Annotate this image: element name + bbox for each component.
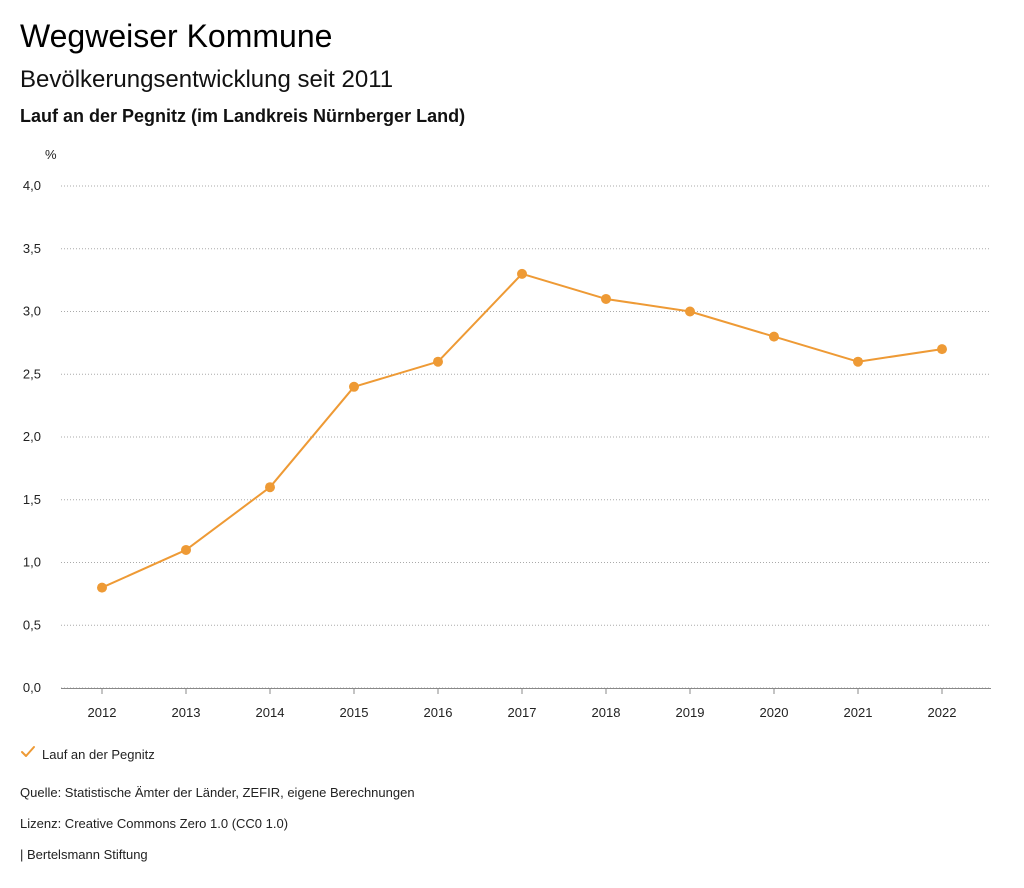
publisher-note: | Bertelsmann Stiftung bbox=[20, 847, 148, 862]
series-lauf-an-der-pegnitz bbox=[97, 268, 947, 593]
chart-title: Wegweiser Kommune bbox=[20, 18, 333, 54]
data-point[interactable] bbox=[601, 293, 611, 304]
series-line bbox=[101, 272, 943, 589]
y-tick-label: 2,5 bbox=[23, 366, 41, 381]
x-tick-label: 2016 bbox=[424, 705, 453, 720]
data-point[interactable] bbox=[853, 356, 863, 367]
y-tick-label: 4,0 bbox=[23, 178, 41, 193]
x-tick-label: 2022 bbox=[928, 705, 957, 720]
x-tick-label: 2013 bbox=[172, 705, 201, 720]
y-tick-label: 1,5 bbox=[23, 492, 41, 507]
region-title: Lauf an der Pegnitz (im Landkreis Nürnbe… bbox=[20, 106, 466, 126]
data-point[interactable] bbox=[937, 344, 947, 355]
license-note: Lizenz: Creative Commons Zero 1.0 (CC0 1… bbox=[20, 816, 289, 831]
data-point[interactable] bbox=[265, 482, 275, 493]
x-tick-label: 2012 bbox=[88, 705, 117, 720]
legend[interactable]: Lauf an der Pegnitz bbox=[20, 744, 155, 764]
y-axis-unit-label: % bbox=[45, 147, 57, 162]
data-point[interactable] bbox=[97, 582, 107, 593]
grid-lines bbox=[61, 185, 991, 689]
x-axis: 2012 2013 2014 2015 2016 2017 2018 2019 2020 2021… bbox=[61, 688, 991, 720]
y-axis-tick-labels: 0,0 0,5 1,0 1,5 2,0 2,5 3,0 3,5 4,0 bbox=[23, 178, 41, 695]
y-tick-label: 3,0 bbox=[23, 304, 41, 319]
y-tick-label: 3,5 bbox=[23, 241, 41, 256]
x-tick-label: 2014 bbox=[256, 705, 285, 720]
data-point[interactable] bbox=[433, 356, 443, 367]
x-tick-label: 2017 bbox=[508, 705, 537, 720]
y-tick-label: 1,0 bbox=[23, 555, 41, 570]
x-tick-label: 2018 bbox=[592, 705, 621, 720]
data-point[interactable] bbox=[769, 331, 779, 342]
data-point[interactable] bbox=[181, 544, 191, 555]
data-point[interactable] bbox=[685, 306, 695, 317]
y-tick-label: 2,0 bbox=[23, 429, 41, 444]
y-tick-label: 0,5 bbox=[23, 617, 41, 632]
x-tick-label: 2021 bbox=[844, 705, 873, 720]
legend-item-label: Lauf an der Pegnitz bbox=[42, 746, 155, 762]
check-icon bbox=[20, 744, 36, 765]
data-point[interactable] bbox=[349, 381, 359, 392]
line-chart: % 0,00,51,01,52,02,53,03,54,0 2012 2013 20… bbox=[23, 147, 991, 720]
x-tick-label: 2019 bbox=[676, 705, 705, 720]
source-note: Quelle: Statistische Ämter der Länder, Z… bbox=[20, 785, 415, 800]
x-tick-label: 2015 bbox=[340, 705, 369, 720]
x-tick-label: 2020 bbox=[760, 705, 789, 720]
y-tick-label: 0,0 bbox=[23, 680, 41, 695]
chart-subtitle: Bevölkerungsentwicklung seit 2011 bbox=[20, 66, 394, 93]
data-point[interactable] bbox=[517, 268, 527, 279]
